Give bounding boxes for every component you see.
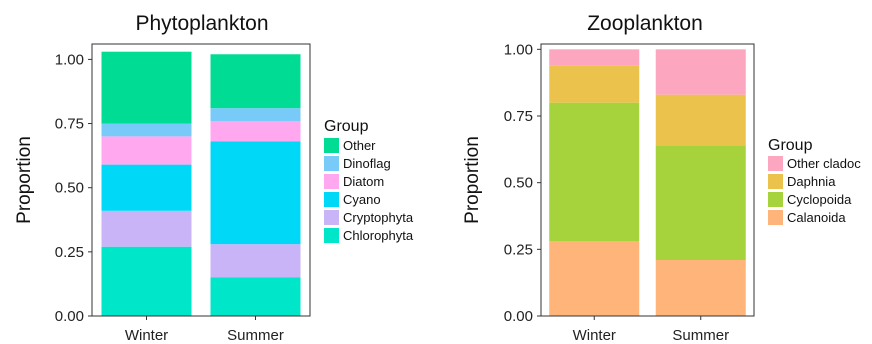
legend-label: Cyclopoida [787,192,852,207]
legend: Group Other cladoc Daphnia Cyclopoida Calano… [768,137,861,225]
y-tick-label: 0.25 [55,244,84,261]
plot-frame [540,43,755,317]
bar-segment-daphnia-summer [655,94,746,146]
legend-label: Other cladoc [787,156,861,171]
legend-swatch-cyano [324,192,339,207]
bar-segment-diatom-winter [101,136,192,165]
x-tick-label: Winter [573,327,616,344]
legend-swatch-chlorophyta [324,228,339,243]
bar-segment-dinoflag-summer [210,108,301,121]
y-tick-label: 0.00 [504,308,533,325]
y-axis-title: Proportion [462,136,483,224]
chart-panel-0: Phytoplankton Proportion 0.00 0.25 0.50 0.75 1… [14,12,414,344]
y-tick-label: 1.00 [504,41,533,58]
bar-segment-diatom-summer [210,120,301,142]
y-tick-label: 1.00 [55,51,84,68]
bar-segment-daphnia-winter [549,65,640,103]
y-tick-label: 0.75 [55,116,84,133]
legend-label: Calanoida [787,210,846,225]
bar-segment-other-cladoc-summer [655,49,746,95]
bar-segment-cyclopoida-winter [549,102,640,242]
bar-segment-other-winter [101,51,192,124]
legend-swatch-other-cladoc [768,156,783,171]
legend-swatch-daphnia [768,174,783,189]
legend-swatch-calanoida [768,210,783,225]
bar-segment-chlorophyta-winter [101,246,192,316]
legend-swatch-cryptophyta [324,210,339,225]
bar-segment-cryptophyta-winter [101,210,192,247]
bar-segment-other-summer [210,54,301,109]
y-tick-label: 0.25 [504,241,533,258]
legend-label: Cryptophyta [343,210,414,225]
bar-segment-calanoida-summer [655,260,746,316]
bar-segment-cryptophyta-summer [210,244,301,278]
legend-label: Dinoflag [343,156,391,171]
legend-label: Other [343,138,376,153]
legend-swatch-dinoflag [324,156,339,171]
bar-segment-calanoida-winter [549,241,640,316]
legend-swatch-diatom [324,174,339,189]
chart-title: Zooplankton [587,12,703,35]
chart-title: Phytoplankton [135,12,268,35]
legend-title: Group [768,137,813,154]
bar-segment-cyano-summer [210,141,301,245]
bar-segment-cyclopoida-summer [655,145,746,260]
legend: Group Other Dinoflag Diatom Cyano Cryptophyta… [324,118,414,243]
legend-label: Daphnia [787,174,836,189]
bar-segment-cyano-winter [101,164,192,211]
y-tick-label: 0.00 [55,308,84,325]
x-tick-label: Summer [227,327,284,344]
legend-title: Group [324,118,369,135]
y-tick-label: 0.50 [504,175,533,192]
y-axis-title: Proportion [14,136,35,224]
x-tick-label: Summer [672,327,729,344]
x-tick-label: Winter [125,327,168,344]
legend-label: Diatom [343,174,384,189]
bar-segment-chlorophyta-summer [210,277,301,316]
chart-panel-1: Zooplankton Proportion 0.00 0.25 0.50 0.75 1.0… [462,12,861,344]
legend-swatch-other [324,138,339,153]
legend-label: Cyano [343,192,381,207]
y-tick-label: 0.75 [504,108,533,125]
y-tick-label: 0.50 [55,180,84,197]
legend-label: Chlorophyta [343,228,414,243]
bar-segment-dinoflag-winter [101,123,192,137]
legend-swatch-cyclopoida [768,192,783,207]
bar-segment-other-cladoc-winter [549,49,640,66]
plot-frame [91,43,311,317]
